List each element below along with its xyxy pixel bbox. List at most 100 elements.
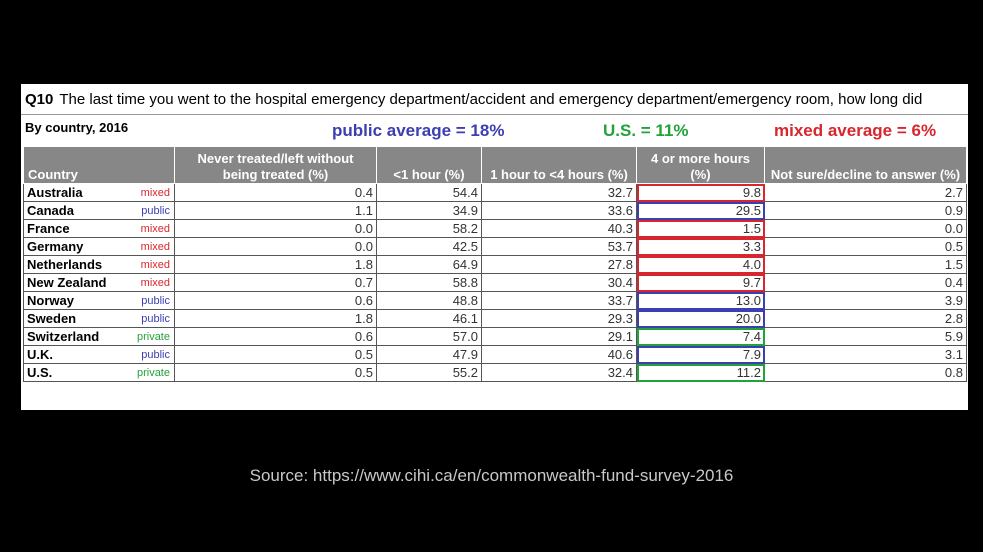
country-cell: New Zealand mixed [23, 273, 175, 292]
table-row: U.K. public 0.5 47.9 40.6 7.9 3.1 [23, 345, 967, 364]
4-or-more-hours-cell: 9.7 [636, 273, 765, 292]
country-name: Canada [27, 203, 74, 218]
lt1-hour-cell: 42.5 [376, 237, 482, 256]
header-row: Country Never treated/left without being… [23, 146, 967, 184]
not-sure-cell: 5.9 [764, 327, 967, 346]
4-or-more-hours-cell: 13.0 [636, 291, 765, 310]
country-cell: Australia mixed [23, 183, 175, 202]
lt1-hour-cell: 48.8 [376, 291, 482, 310]
country-cell: U.K. public [23, 345, 175, 364]
col-header-1-to-4-hours: 1 hour to <4 hours (%) [481, 146, 637, 184]
country-cell: Canada public [23, 201, 175, 220]
col-header-4-or-more-hours: 4 or more hours (%) [636, 146, 765, 184]
1-to-4-hours-cell: 40.3 [481, 219, 637, 238]
col-header-country: Country [23, 146, 175, 184]
1-to-4-hours-cell: 30.4 [481, 273, 637, 292]
not-sure-cell: 0.5 [764, 237, 967, 256]
1-to-4-hours-cell: 33.6 [481, 201, 637, 220]
lt1-hour-cell: 46.1 [376, 309, 482, 328]
health-system-type-label: mixed [140, 241, 170, 253]
not-sure-cell: 0.9 [764, 201, 967, 220]
never-treated-cell: 0.0 [174, 219, 377, 238]
4-or-more-hours-cell: 9.8 [636, 183, 765, 202]
1-to-4-hours-cell: 29.1 [481, 327, 637, 346]
country-cell: Switzerland private [23, 327, 175, 346]
table-row: Germany mixed 0.0 42.5 53.7 3.3 0.5 [23, 237, 967, 256]
1-to-4-hours-cell: 27.8 [481, 255, 637, 274]
lt1-hour-cell: 47.9 [376, 345, 482, 364]
col-header-not-sure: Not sure/decline to answer (%) [764, 146, 967, 184]
4-or-more-hours-cell: 7.4 [636, 327, 765, 346]
country-name: U.K. [27, 347, 53, 362]
country-cell: France mixed [23, 219, 175, 238]
never-treated-cell: 0.5 [174, 363, 377, 382]
question-text: The last time you went to the hospital e… [59, 91, 923, 108]
mixed-average-note: mixed average = 6% [774, 121, 937, 140]
1-to-4-hours-cell: 33.7 [481, 291, 637, 310]
health-system-type-label: public [141, 295, 170, 307]
never-treated-cell: 0.6 [174, 291, 377, 310]
not-sure-cell: 2.8 [764, 309, 967, 328]
lt1-hour-cell: 55.2 [376, 363, 482, 382]
table-row: France mixed 0.0 58.2 40.3 1.5 0.0 [23, 219, 967, 238]
table-row: Netherlands mixed 1.8 64.9 27.8 4.0 1.5 [23, 255, 967, 274]
never-treated-cell: 0.6 [174, 327, 377, 346]
col-header-lt1-hour: <1 hour (%) [376, 146, 482, 184]
country-name: France [27, 221, 70, 236]
table-row: Norway public 0.6 48.8 33.7 13.0 3.9 [23, 291, 967, 310]
question-number: Q10 [25, 91, 54, 108]
never-treated-cell: 1.8 [174, 255, 377, 274]
country-cell: U.S. private [23, 363, 175, 382]
health-system-type-label: public [141, 349, 170, 361]
lt1-hour-cell: 54.4 [376, 183, 482, 202]
health-system-type-label: private [136, 367, 170, 379]
never-treated-cell: 0.7 [174, 273, 377, 292]
survey-table-panel: Q10 The last time you went to the hospita… [21, 84, 968, 410]
lt1-hour-cell: 64.9 [376, 255, 482, 274]
data-table: Country Never treated/left without being… [23, 146, 967, 382]
health-system-type-label: mixed [140, 259, 170, 271]
4-or-more-hours-cell: 20.0 [636, 309, 765, 328]
country-cell: Sweden public [23, 309, 175, 328]
never-treated-cell: 1.1 [174, 201, 377, 220]
1-to-4-hours-cell: 32.4 [481, 363, 637, 382]
public-average-note: public average = 18% [332, 121, 505, 140]
1-to-4-hours-cell: 53.7 [481, 237, 637, 256]
country-name: Sweden [27, 311, 77, 326]
not-sure-cell: 0.0 [764, 219, 967, 238]
health-system-type-label: public [141, 313, 170, 325]
1-to-4-hours-cell: 29.3 [481, 309, 637, 328]
not-sure-cell: 2.7 [764, 183, 967, 202]
table-row: Switzerland private 0.6 57.0 29.1 7.4 5.9 [23, 327, 967, 346]
country-name: Netherlands [27, 257, 103, 272]
question-line: Q10 The last time you went to the hospita… [21, 84, 968, 115]
never-treated-cell: 0.5 [174, 345, 377, 364]
4-or-more-hours-cell: 11.2 [636, 363, 765, 382]
4-or-more-hours-cell: 7.9 [636, 345, 765, 364]
not-sure-cell: 3.9 [764, 291, 967, 310]
health-system-type-label: mixed [140, 187, 170, 199]
lt1-hour-cell: 58.2 [376, 219, 482, 238]
country-name: Norway [27, 293, 74, 308]
never-treated-cell: 0.4 [174, 183, 377, 202]
country-name: New Zealand [27, 275, 107, 290]
not-sure-cell: 3.1 [764, 345, 967, 364]
country-name: Germany [27, 239, 84, 254]
1-to-4-hours-cell: 32.7 [481, 183, 637, 202]
4-or-more-hours-cell: 3.3 [636, 237, 765, 256]
country-name: Australia [27, 185, 83, 200]
us-average-note: U.S. = 11% [603, 121, 689, 140]
not-sure-cell: 0.8 [764, 363, 967, 382]
country-cell: Germany mixed [23, 237, 175, 256]
table-subtitle: By country, 2016 [25, 120, 129, 135]
country-cell: Norway public [23, 291, 175, 310]
country-name: U.S. [27, 365, 53, 380]
health-system-type-label: mixed [140, 277, 170, 289]
table-row: New Zealand mixed 0.7 58.8 30.4 9.7 0.4 [23, 273, 967, 292]
lt1-hour-cell: 57.0 [376, 327, 482, 346]
table-row: Canada public 1.1 34.9 33.6 29.5 0.9 [23, 201, 967, 220]
health-system-type-label: mixed [140, 223, 170, 235]
source-citation: Source: https://www.cihi.ca/en/commonwea… [249, 466, 734, 485]
health-system-type-label: public [141, 205, 170, 217]
never-treated-cell: 0.0 [174, 237, 377, 256]
